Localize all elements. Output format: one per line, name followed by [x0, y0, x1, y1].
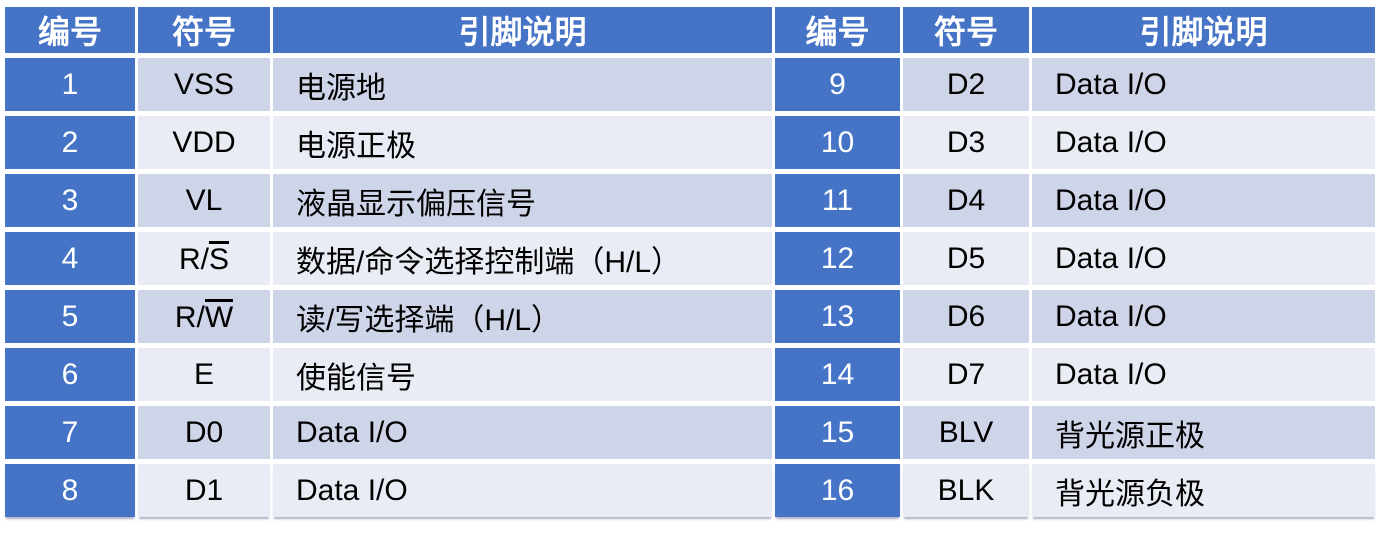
pin-number: 6 — [5, 348, 135, 401]
pin-number: 4 — [5, 232, 135, 285]
symbol-overline-text: W — [204, 298, 234, 334]
pin-symbol: BLV — [903, 406, 1029, 459]
pin-row-5-13: 5 R/W 读/写选择端（H/L） 13 D6 Data I/O — [5, 290, 1375, 343]
pin-description: 使能信号 — [273, 348, 772, 401]
symbol-text: VDD — [172, 125, 236, 159]
symbol-overline-text: S — [208, 240, 229, 276]
pin-number: 12 — [775, 232, 900, 285]
pin-symbol: R/W — [138, 290, 270, 343]
pin-description: 数据/命令选择控制端（H/L） — [273, 232, 772, 285]
header-row: 编号 符号 引脚说明 编号 符号 引脚说明 — [5, 7, 1375, 53]
symbol-text: BLV — [938, 415, 994, 449]
symbol-text: D6 — [946, 299, 986, 333]
pin-description: Data I/O — [1032, 116, 1375, 169]
symbol-text: D1 — [184, 473, 224, 507]
pin-row-1-9: 1 VSS 电源地 9 D2 Data I/O — [5, 58, 1375, 111]
pin-symbol: R/S — [138, 232, 270, 285]
symbol-text: BLK — [937, 473, 995, 507]
symbol-text: D0 — [184, 415, 224, 449]
header-description-right: 引脚说明 — [1032, 7, 1375, 53]
pin-number: 5 — [5, 290, 135, 343]
pin-symbol: D6 — [903, 290, 1029, 343]
pin-description: Data I/O — [1032, 290, 1375, 343]
pin-number: 1 — [5, 58, 135, 111]
pin-symbol: D1 — [138, 464, 270, 517]
symbol-text: D7 — [946, 357, 986, 391]
pin-number: 2 — [5, 116, 135, 169]
pin-symbol: BLK — [903, 464, 1029, 517]
pin-description: 背光源正极 — [1032, 406, 1375, 459]
pin-row-7-15: 7 D0 Data I/O 15 BLV 背光源正极 — [5, 406, 1375, 459]
pin-description: Data I/O — [1032, 58, 1375, 111]
pin-symbol: D2 — [903, 58, 1029, 111]
pin-description: Data I/O — [273, 464, 772, 517]
pin-number: 13 — [775, 290, 900, 343]
header-symbol-right: 符号 — [903, 7, 1029, 53]
symbol-text: D3 — [946, 125, 986, 159]
pin-description: Data I/O — [1032, 348, 1375, 401]
pin-row-8-16: 8 D1 Data I/O 16 BLK 背光源负极 — [5, 464, 1375, 517]
pin-description-table: 编号 符号 引脚说明 编号 符号 引脚说明 1 VSS 电源地 9 D2 Dat… — [2, 2, 1378, 522]
symbol-text: D4 — [946, 183, 986, 217]
pin-description: 背光源负极 — [1032, 464, 1375, 517]
symbol-text: VL — [185, 183, 223, 217]
pin-row-3-11: 3 VL 液晶显示偏压信号 11 D4 Data I/O — [5, 174, 1375, 227]
pin-symbol: D3 — [903, 116, 1029, 169]
pin-number: 14 — [775, 348, 900, 401]
header-number-left: 编号 — [5, 7, 135, 53]
pin-number: 16 — [775, 464, 900, 517]
header-symbol-left: 符号 — [138, 7, 270, 53]
pin-description: 读/写选择端（H/L） — [273, 290, 772, 343]
pin-row-6-14: 6 E 使能信号 14 D7 Data I/O — [5, 348, 1375, 401]
pin-number: 11 — [775, 174, 900, 227]
pin-row-2-10: 2 VDD 电源正极 10 D3 Data I/O — [5, 116, 1375, 169]
pin-symbol: D5 — [903, 232, 1029, 285]
symbol-text: D5 — [946, 241, 986, 275]
pin-description: 电源地 — [273, 58, 772, 111]
symbol-text: VSS — [173, 67, 235, 101]
pin-symbol: D0 — [138, 406, 270, 459]
symbol-text: R/ — [178, 242, 209, 276]
symbol-text: E — [193, 357, 214, 391]
pin-symbol: VL — [138, 174, 270, 227]
pin-number: 10 — [775, 116, 900, 169]
pin-description: Data I/O — [1032, 174, 1375, 227]
symbol-text: R/ — [174, 300, 205, 334]
pin-description: 电源正极 — [273, 116, 772, 169]
header-description-left: 引脚说明 — [273, 7, 772, 53]
pin-number: 7 — [5, 406, 135, 459]
pin-number: 9 — [775, 58, 900, 111]
header-number-right: 编号 — [775, 7, 900, 53]
pin-row-4-12: 4 R/S 数据/命令选择控制端（H/L） 12 D5 Data I/O — [5, 232, 1375, 285]
symbol-text: D2 — [946, 67, 986, 101]
pin-number: 3 — [5, 174, 135, 227]
pin-description: 液晶显示偏压信号 — [273, 174, 772, 227]
pin-symbol: VSS — [138, 58, 270, 111]
pin-number: 15 — [775, 406, 900, 459]
pin-symbol: D7 — [903, 348, 1029, 401]
pin-symbol: E — [138, 348, 270, 401]
pin-description: Data I/O — [273, 406, 772, 459]
pin-description: Data I/O — [1032, 232, 1375, 285]
pin-symbol: VDD — [138, 116, 270, 169]
pin-number: 8 — [5, 464, 135, 517]
pin-symbol: D4 — [903, 174, 1029, 227]
